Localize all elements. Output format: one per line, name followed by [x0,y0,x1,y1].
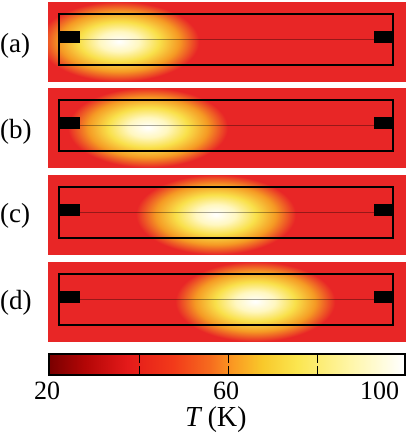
temperature-map-d [48,262,406,342]
colorbar-tick-mid: 60 [213,376,239,405]
panel-label-c: (c) [0,198,30,228]
right-contact-pad [374,117,394,129]
channel-line [60,299,394,300]
temperature-map-c [48,175,406,255]
temperature-map-a [48,2,406,82]
panel-label-d: (d) [0,285,32,315]
colorbar-tick-max: 100 [360,376,399,405]
left-contact-pad [60,117,80,129]
right-contact-pad [374,291,394,303]
right-contact-pad [374,31,394,43]
temperature-unit: (K) [207,402,247,433]
temperature-symbol: T [185,402,201,433]
temperature-map-b [48,88,406,168]
left-contact-pad [60,204,80,216]
channel-line [60,39,394,40]
channel-line [60,125,394,126]
colorbar-axis-label: T (K) [185,404,246,432]
left-contact-pad [60,291,80,303]
panel-label-a: (a) [0,28,30,58]
channel-line [60,212,394,213]
left-contact-pad [60,31,80,43]
colorbar-tick-min: 20 [34,376,60,405]
right-contact-pad [374,204,394,216]
panel-label-b: (b) [0,114,32,144]
temperature-colorbar [48,353,406,376]
